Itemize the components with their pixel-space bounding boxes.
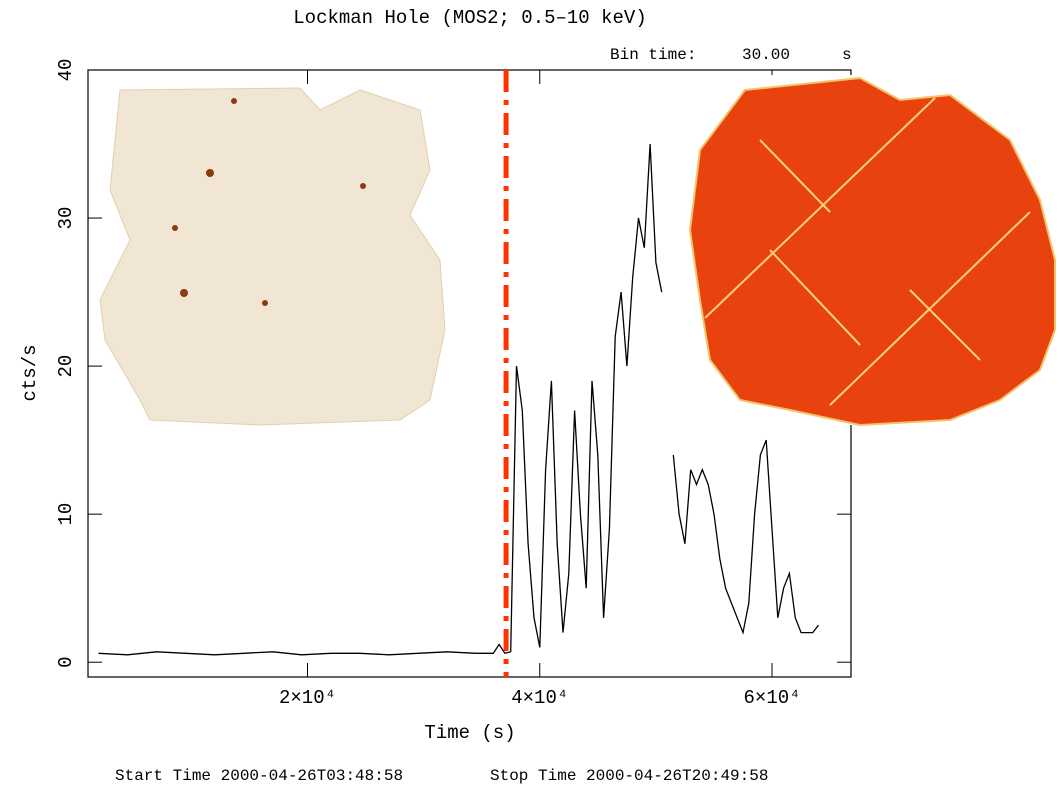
inset-image-left: [99, 87, 446, 426]
y-tick-label: 30: [55, 207, 77, 230]
inset-right: [688, 75, 1059, 427]
start-time: Start Time 2000-04-26T03:48:58: [115, 767, 403, 785]
ccd-edge: [769, 249, 861, 346]
plot-area: 0 10 20 30 40 2×10⁴ 4×10⁴ 6×10⁴: [55, 59, 851, 709]
source: [206, 169, 214, 177]
y-tick-label: 40: [55, 59, 77, 82]
ccd-edge: [829, 211, 1031, 406]
y-axis-label: cts/s: [19, 344, 41, 401]
ccd-edge: [759, 139, 831, 213]
bin-time-value: 30.00: [742, 46, 790, 64]
source: [360, 183, 366, 189]
x-tick-label: 6×10⁴: [744, 687, 801, 709]
y-tick-label: 20: [55, 355, 77, 378]
light-curve: [98, 143, 820, 656]
source: [262, 300, 268, 306]
x-tick-label: 2×10⁴: [279, 687, 336, 709]
chart-title: Lockman Hole (MOS2; 0.5–10 keV): [293, 7, 646, 29]
x-axis-label: Time (s): [424, 722, 515, 744]
source: [180, 289, 188, 297]
source: [172, 225, 178, 231]
inset-image-right: [688, 76, 1056, 427]
x-tick-label: 4×10⁴: [511, 687, 568, 709]
ccd-edge: [909, 289, 981, 361]
bin-time-unit: s: [842, 46, 852, 64]
y-tick-label: 0: [55, 656, 77, 667]
inset-left: [99, 87, 446, 426]
ccd-edge: [704, 97, 936, 319]
y-tick-label: 10: [55, 503, 77, 526]
bin-time-label: Bin time:: [610, 46, 696, 64]
stop-time: Stop Time 2000-04-26T20:49:58: [490, 767, 768, 785]
source: [231, 98, 237, 104]
